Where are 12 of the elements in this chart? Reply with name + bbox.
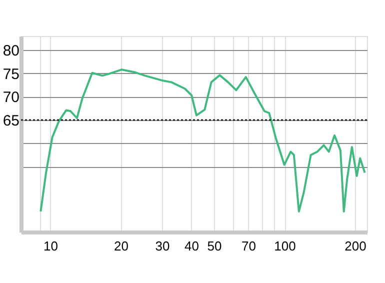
y-tick-label: 65 (2, 112, 20, 130)
x-tick-label: 100 (274, 238, 296, 254)
y-tick-label: 80 (2, 42, 20, 60)
y-tick-label: 70 (2, 89, 20, 106)
y-tick-label: 75 (2, 66, 20, 83)
x-tick-label: 70 (241, 238, 256, 254)
x-tick-label: 10 (44, 238, 58, 254)
x-tick-label: 50 (207, 238, 222, 254)
x-tick-label: 40 (184, 238, 200, 254)
x-tick-label: 200 (344, 238, 366, 254)
x-tick-label: 30 (155, 238, 170, 254)
x-tick-label: 20 (114, 238, 129, 254)
